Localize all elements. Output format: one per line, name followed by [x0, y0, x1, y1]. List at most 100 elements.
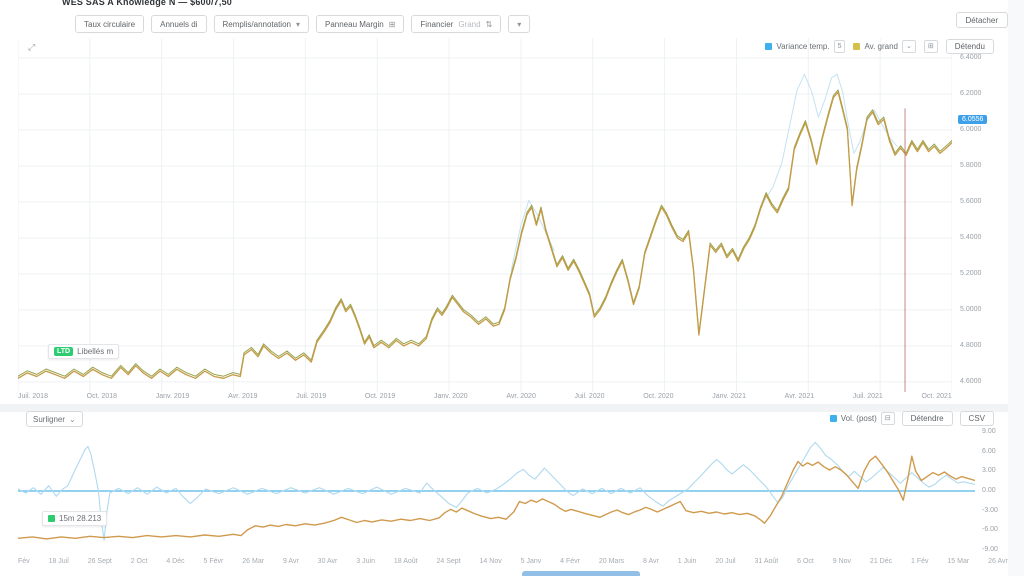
right-gutter: [1008, 0, 1024, 576]
axis-tick-label: -6.00: [982, 526, 998, 534]
toolbar-button-label: Taux circulaire: [84, 19, 136, 29]
legend-swatch: [829, 415, 837, 422]
axis-tick-label: 14 Nov: [479, 558, 502, 565]
chevron-down-icon: ▾: [295, 19, 300, 29]
axis-tick-label: 15 Mar: [947, 558, 970, 565]
legend-label: Vol. (post): [840, 414, 877, 423]
lower-series-tag[interactable]: 15m 28.213: [42, 511, 108, 526]
taskbar-fragment[interactable]: [522, 571, 640, 576]
toolbar-button-value: Grand: [458, 19, 481, 29]
lower-panel-button-0[interactable]: Détendre: [901, 411, 953, 426]
axis-tick-label: 6.00: [982, 447, 996, 455]
axis-tick-label: 1 Fév: [911, 558, 929, 565]
axis-tick-label: -9.00: [982, 546, 998, 554]
axis-tick-label: 26 Sept: [87, 558, 112, 565]
legend-item-0[interactable]: Variance temp. 5: [765, 40, 846, 53]
window-title: WES SAS A Knowledge N — $600/7,50: [62, 0, 232, 7]
axis-tick-label: Juil. 2020: [574, 393, 605, 400]
axis-tick-label: 6.2000: [960, 89, 982, 97]
axis-tick-label: 5.0000: [960, 305, 982, 313]
axis-tick-label: Oct. 2020: [643, 393, 674, 400]
current-price-tag: 6.0556: [958, 114, 988, 124]
axis-tick-label: Janv. 2019: [155, 393, 190, 400]
toolbar-button-2[interactable]: Remplis/annotation ▾: [213, 15, 309, 33]
axis-tick-label: 4 Déc: [166, 558, 185, 565]
lower-legend-item[interactable]: Vol. (post) ⊟: [829, 412, 895, 425]
lower-chart-canvas[interactable]: [18, 427, 975, 555]
axis-tick-label: 30 Avr: [317, 558, 338, 565]
legend-badge[interactable]: 5: [833, 40, 846, 53]
legend-badge[interactable]: ⊟: [880, 412, 895, 425]
series-badge: LTD: [54, 347, 74, 356]
toolbar-button-label: Annuels di: [160, 19, 198, 29]
toolbar-button-label: Remplis/annotation: [222, 19, 291, 29]
axis-tick-label: 5.8000: [960, 161, 982, 169]
axis-tick-label: 9 Avr: [282, 558, 299, 565]
axis-tick-label: 3 Juin: [356, 558, 375, 565]
main-price-axis[interactable]: 6.4000 6.2000 6.0000 5.8000 5.6000 5.4000 5.20…: [958, 38, 1008, 394]
stepper-icon[interactable]: ⇅: [485, 19, 493, 29]
toolbar-button-4[interactable]: Financier Grand ⇅: [411, 15, 502, 33]
legend-swatch: [765, 43, 773, 50]
axis-tick-label: 4.8000: [960, 341, 982, 349]
detach-button[interactable]: Détacher: [955, 12, 1008, 28]
axis-tick-label: 3.00: [982, 467, 996, 475]
lower-panel-button-1[interactable]: CSV: [959, 411, 994, 426]
lower-series-tag-label: 15m 28.213: [59, 514, 102, 523]
toolbar: Taux circulaire Annuels di Remplis/annotat…: [75, 15, 531, 33]
lower-panel-selector[interactable]: Surligner ⌄: [26, 411, 83, 427]
legend-item-1[interactable]: Av. grand ⌄: [853, 40, 916, 53]
axis-tick-label: 18 Juil: [48, 558, 69, 565]
panel-grid-icon[interactable]: ⊞: [923, 40, 938, 53]
legend-badge[interactable]: ⌄: [902, 40, 916, 53]
main-time-axis[interactable]: Juil. 2018 Oct. 2018 Janv. 2019 Avr. 2019 Ju…: [18, 393, 952, 400]
toolbar-button-0[interactable]: Taux circulaire: [75, 15, 145, 33]
axis-tick-label: -3.00: [982, 506, 998, 514]
lower-time-axis[interactable]: Fév 18 Juil 26 Sept 2 Oct 4 Déc 5 Févr 26 Mar 9…: [18, 558, 1008, 565]
axis-tick-label: 6.4000: [960, 53, 982, 61]
legend-swatch: [853, 43, 861, 50]
main-chart-canvas[interactable]: [18, 38, 952, 392]
legend-expand-button[interactable]: Détendu: [945, 39, 994, 54]
axis-tick-label: 6.0000: [960, 125, 982, 133]
axis-tick-label: 26 Avr: [988, 558, 1008, 565]
lower-legend: Vol. (post) ⊟ Détendre CSV: [829, 411, 994, 426]
axis-tick-label: Juil. 2021: [852, 393, 883, 400]
axis-tick-label: 9 Nov: [832, 558, 852, 565]
grid-icon: ⊞: [388, 19, 396, 29]
lower-value-axis[interactable]: 9.00 6.00 3.00 0.00 -3.00 -6.00 -9.00: [980, 427, 1022, 559]
axis-tick-label: 6 Oct: [797, 558, 814, 565]
toolbar-button-3[interactable]: Panneau Margin ⊞: [316, 15, 405, 33]
axis-tick-label: 26 Mar: [242, 558, 265, 565]
axis-tick-label: 24 Sept: [436, 558, 461, 565]
axis-tick-label: 1 Juin: [677, 558, 697, 565]
axis-tick-label: 0.00: [982, 487, 996, 494]
axis-tick-label: 8 Avr: [643, 558, 659, 565]
axis-tick-label: 5.6000: [960, 197, 982, 205]
chevron-down-icon: ▾: [517, 19, 522, 29]
axis-tick-label: 20 Mars: [598, 558, 625, 565]
axis-tick-label: Janv. 2021: [712, 393, 746, 400]
toolbar-button-1[interactable]: Annuels di: [151, 15, 207, 33]
series-tag-label: Libellés m: [77, 347, 114, 356]
series-swatch: [48, 515, 55, 522]
axis-tick-label: Avr. 2021: [784, 393, 815, 400]
main-chart-panel: ⤢ LTD Libellés m: [18, 38, 952, 392]
axis-tick-label: 2 Oct: [130, 558, 148, 565]
axis-tick-label: 4 Févr: [560, 558, 580, 565]
axis-tick-label: 20 Juil: [715, 558, 736, 565]
axis-tick-label: Fév: [18, 558, 30, 565]
expand-icon[interactable]: ⤢: [28, 42, 36, 52]
axis-tick-label: 9.00: [982, 427, 996, 435]
toolbar-button-label: Panneau Margin: [325, 19, 384, 29]
toolbar-button-label: Financier: [420, 19, 454, 29]
main-legend: Variance temp. 5 Av. grand ⌄ ⊞ Détendu: [765, 39, 994, 54]
legend-label: Variance temp.: [776, 42, 830, 51]
axis-tick-label: Avr. 2020: [506, 393, 536, 400]
lower-chart-panel: 15m 28.213: [18, 427, 975, 555]
toolbar-button-5[interactable]: ▾: [508, 15, 531, 33]
lower-selector-label: Surligner: [33, 414, 66, 424]
main-series-tag[interactable]: LTD Libellés m: [48, 344, 120, 359]
axis-tick-label: 5.4000: [960, 233, 982, 241]
